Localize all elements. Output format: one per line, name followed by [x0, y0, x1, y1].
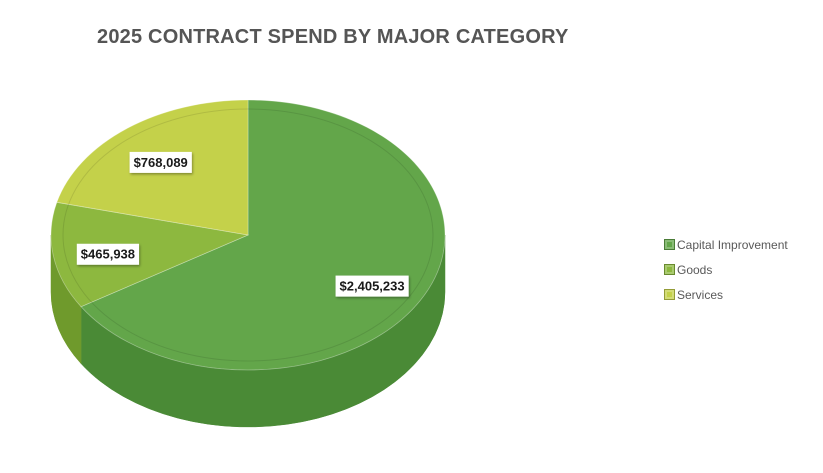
chart-legend: Capital Improvement Goods Services: [664, 232, 788, 307]
legend-label: Services: [677, 287, 724, 302]
data-label: $768,089: [129, 151, 192, 173]
pie-slice[interactable]: [80, 99, 446, 371]
legend-item-goods[interactable]: Goods: [664, 257, 788, 282]
legend-item-capital-improvement[interactable]: Capital Improvement: [664, 232, 788, 257]
data-label-box: [129, 151, 192, 173]
legend-item-services[interactable]: Services: [664, 282, 788, 307]
data-label: $2,405,233: [335, 275, 409, 297]
data-label-box: [335, 275, 409, 297]
legend-swatch: [664, 289, 675, 300]
legend-swatch: [664, 239, 675, 250]
legend-swatch: [664, 264, 675, 275]
data-label-box: [76, 243, 140, 265]
data-label-text: $768,089: [134, 155, 188, 170]
pie-bevel: [62, 108, 434, 362]
legend-label: Capital Improvement: [677, 237, 788, 252]
chart-title: 2025 CONTRACT SPEND BY MAJOR CATEGORY: [97, 26, 569, 48]
data-label-text: $465,938: [81, 247, 135, 262]
data-label: $465,938: [76, 243, 140, 265]
legend-label: Goods: [677, 262, 713, 277]
data-label-text: $2,405,233: [340, 279, 405, 294]
pie-slice[interactable]: [50, 201, 250, 308]
